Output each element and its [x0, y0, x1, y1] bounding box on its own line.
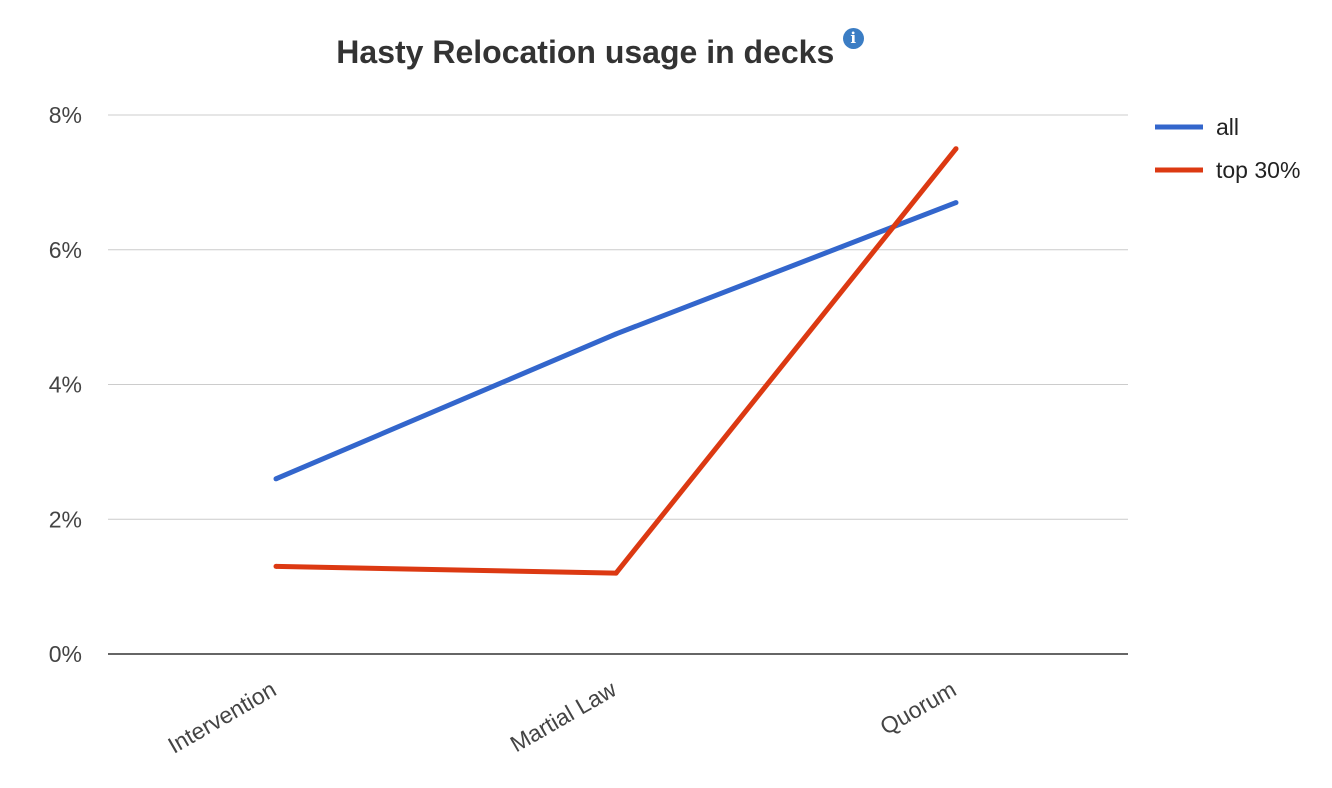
legend-label: all	[1216, 114, 1239, 140]
y-tick-label: 4%	[49, 372, 82, 398]
x-tick-label: Quorum	[876, 676, 961, 740]
data-point	[953, 200, 959, 206]
series-lines	[273, 146, 959, 576]
y-axis-tick-labels: 0% 2% 4% 6% 8%	[49, 102, 82, 667]
info-icon[interactable]: i	[842, 28, 864, 49]
chart-title: Hasty Relocation usage in decks	[336, 34, 835, 70]
gridlines	[108, 114, 1128, 655]
legend-label: top 30%	[1216, 157, 1300, 183]
data-point	[613, 331, 619, 337]
legend: all top 30%	[1155, 114, 1300, 183]
series-line	[275, 200, 957, 482]
data-point	[953, 146, 959, 152]
y-tick-label: 0%	[49, 641, 82, 667]
data-point	[613, 570, 619, 576]
x-tick-label: Martial Law	[506, 676, 621, 758]
y-tick-label: 6%	[49, 237, 82, 263]
x-axis-tick-labels: Intervention Martial Law Quorum	[163, 676, 960, 759]
data-point	[273, 476, 279, 482]
y-tick-label: 8%	[49, 102, 82, 128]
chart-title-container: Hasty Relocation usage in decks i	[0, 28, 1200, 71]
x-tick-label: Intervention	[163, 676, 280, 759]
y-tick-label: 2%	[49, 506, 82, 532]
data-point	[273, 563, 279, 569]
series-line	[275, 147, 958, 576]
